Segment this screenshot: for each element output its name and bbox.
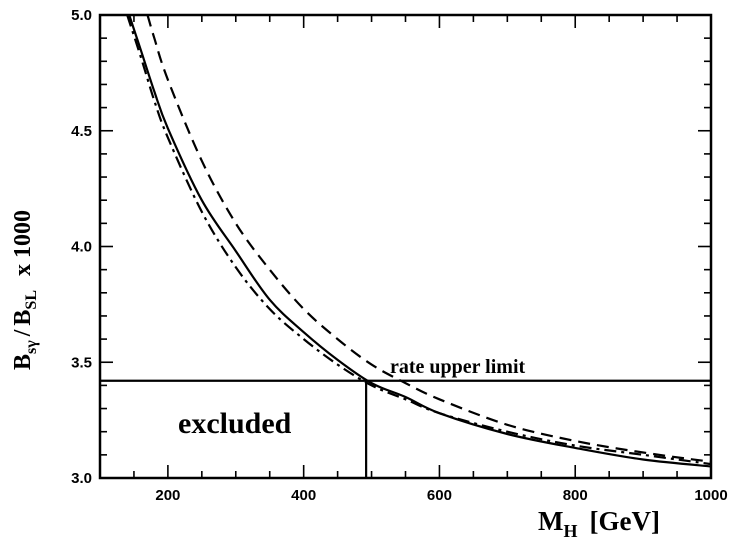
x-axis-unit: [GeV] [590,506,660,536]
y-axis-factor: x 1000 [10,210,36,276]
x-tick-label: 400 [291,487,316,504]
y-axis-b2: B [10,310,36,326]
x-tick-label: 800 [563,487,588,504]
plot-area [98,13,713,480]
series-group [126,14,712,468]
y-tick-label: 5.0 [71,7,92,24]
x-axis-subscript: H [563,521,577,538]
y-axis-b2-subscript: SL [23,290,40,310]
y-axis-separator: / [10,329,36,337]
x-tick-label: 200 [155,487,180,504]
x-axis-symbol: M [538,506,563,536]
y-axis-title: Bsγ/BSLx 1000 [10,210,40,370]
x-tick-labels: 200 400 600 800 1000 [155,487,727,504]
y-axis-b1: B [10,354,36,370]
y-axis-b1-subscript: sγ [23,340,40,354]
y-tick-label: 3.5 [71,354,92,371]
x-axis-title: MH [GeV] [538,506,660,538]
x-tick-label: 600 [427,487,452,504]
y-tick-label: 3.0 [71,470,92,487]
series-dashed-line [146,14,712,463]
excluded-label: excluded [178,407,292,440]
y-tick-label: 4.0 [71,239,92,256]
series-dashdot-line [126,14,712,466]
axis-ticks [99,14,712,479]
x-tick-label: 1000 [694,487,727,504]
series-solid-line [128,14,712,468]
upper-limit-label: rate upper limit [390,356,526,378]
y-tick-labels: 3.0 3.5 4.0 4.5 5.0 [71,7,92,487]
y-tick-label: 4.5 [71,123,92,140]
